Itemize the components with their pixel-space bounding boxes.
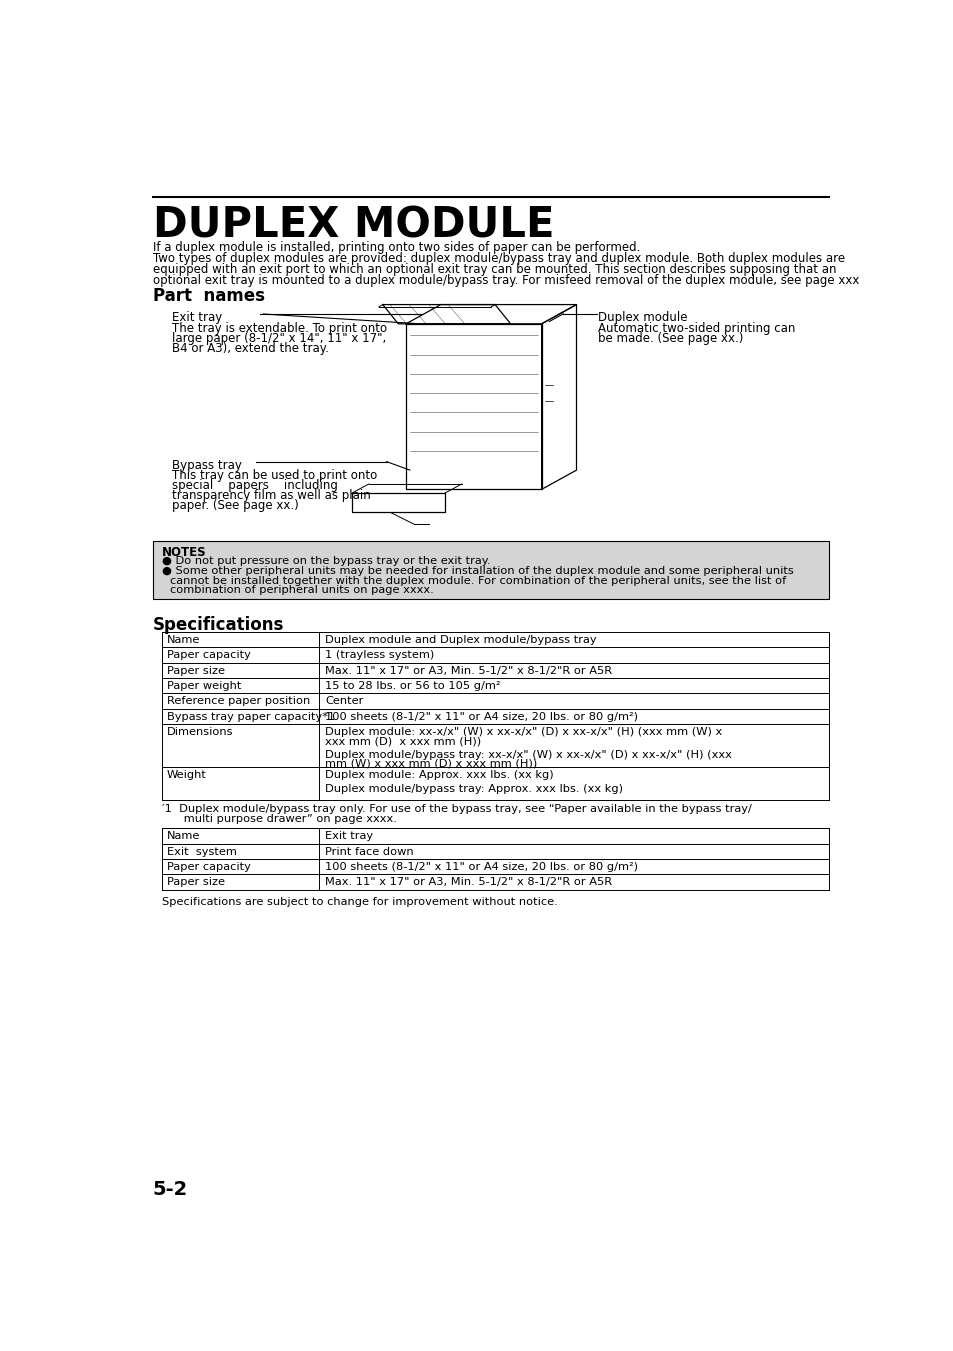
Text: Paper size: Paper size (167, 877, 224, 888)
Text: DUPLEX MODULE: DUPLEX MODULE (152, 204, 554, 246)
Text: Specifications are subject to change for improvement without notice.: Specifications are subject to change for… (162, 897, 558, 908)
Text: transparency film as well as plain: transparency film as well as plain (172, 489, 371, 501)
Text: Max. 11" x 17" or A3, Min. 5-1/2" x 8-1/2"R or A5R: Max. 11" x 17" or A3, Min. 5-1/2" x 8-1/… (325, 666, 612, 676)
Text: Name: Name (167, 831, 200, 842)
Bar (152, 540, 828, 600)
Text: 5-2: 5-2 (152, 1179, 188, 1200)
Text: Duplex module/bypass tray: Approx. xxx lbs. (xx kg): Duplex module/bypass tray: Approx. xxx l… (325, 784, 622, 793)
Text: Paper weight: Paper weight (167, 681, 241, 692)
Text: ● Some other peripheral units may be needed for installation of the duplex modul: ● Some other peripheral units may be nee… (162, 566, 793, 577)
Text: Specifications: Specifications (152, 616, 284, 635)
Text: Bypass tray paper capacity*1: Bypass tray paper capacity*1 (167, 712, 335, 721)
Text: Name: Name (167, 635, 200, 644)
Text: If a duplex module is installed, printing onto two sides of paper can be perform: If a duplex module is installed, printin… (152, 242, 639, 254)
Text: Exit tray: Exit tray (172, 312, 222, 324)
Text: special    papers    including: special papers including (172, 478, 337, 492)
Text: NOTES: NOTES (162, 546, 206, 558)
Text: Dimensions: Dimensions (167, 727, 233, 738)
Text: 100 sheets (8-1/2" x 11" or A4 size, 20 lbs. or 80 g/m²): 100 sheets (8-1/2" x 11" or A4 size, 20 … (325, 712, 638, 721)
Text: ● Do not put pressure on the bypass tray or the exit tray.: ● Do not put pressure on the bypass tray… (162, 557, 490, 566)
Text: Duplex module: xx-x/x" (W) x xx-x/x" (D) x xx-x/x" (H) (xxx mm (W) x: Duplex module: xx-x/x" (W) x xx-x/x" (D)… (325, 727, 721, 738)
Text: B4 or A3), extend the tray.: B4 or A3), extend the tray. (172, 342, 329, 354)
Text: Print face down: Print face down (325, 847, 414, 857)
Text: ′1  Duplex module/bypass tray only. For use of the bypass tray, see “Paper avail: ′1 Duplex module/bypass tray only. For u… (162, 804, 751, 815)
Text: Paper capacity: Paper capacity (167, 862, 250, 871)
Text: be made. (See page xx.): be made. (See page xx.) (598, 331, 742, 345)
Text: multi purpose drawer” on page xxxx.: multi purpose drawer” on page xxxx. (162, 815, 396, 824)
Text: 15 to 28 lbs. or 56 to 105 g/m²: 15 to 28 lbs. or 56 to 105 g/m² (325, 681, 500, 692)
Text: Duplex module: Duplex module (598, 312, 687, 324)
Text: Center: Center (325, 697, 363, 707)
Text: equipped with an exit port to which an optional exit tray can be mounted. This s: equipped with an exit port to which an o… (152, 263, 835, 276)
Text: xxx mm (D)  x xxx mm (H)): xxx mm (D) x xxx mm (H)) (325, 736, 481, 747)
Text: Max. 11" x 17" or A3, Min. 5-1/2" x 8-1/2"R or A5R: Max. 11" x 17" or A3, Min. 5-1/2" x 8-1/… (325, 877, 612, 888)
Text: cannot be installed together with the duplex module. For combination of the peri: cannot be installed together with the du… (170, 576, 785, 585)
Text: combination of peripheral units on page xxxx.: combination of peripheral units on page … (170, 585, 433, 594)
Text: 100 sheets (8-1/2" x 11" or A4 size, 20 lbs. or 80 g/m²): 100 sheets (8-1/2" x 11" or A4 size, 20 … (325, 862, 638, 871)
Text: optional exit tray is mounted to a duplex module/bypass tray. For misfeed remova: optional exit tray is mounted to a duple… (152, 274, 862, 286)
Text: Duplex module: Approx. xxx lbs. (xx kg): Duplex module: Approx. xxx lbs. (xx kg) (325, 770, 554, 781)
Text: 1 (trayless system): 1 (trayless system) (325, 650, 435, 661)
Text: Part  names: Part names (152, 286, 264, 305)
Text: Automatic two-sided printing can: Automatic two-sided printing can (598, 322, 795, 335)
Text: Exit  system: Exit system (167, 847, 236, 857)
Text: mm (W) x xxx mm (D) x xxx mm (H)): mm (W) x xxx mm (D) x xxx mm (H)) (325, 759, 537, 769)
Text: paper. (See page xx.): paper. (See page xx.) (172, 499, 298, 512)
Text: Reference paper position: Reference paper position (167, 697, 310, 707)
Text: large paper (8-1/2" x 14", 11" x 17",: large paper (8-1/2" x 14", 11" x 17", (172, 331, 386, 345)
Text: Paper size: Paper size (167, 666, 224, 676)
Text: Two types of duplex modules are provided: duplex module/bypass tray and duplex m: Two types of duplex modules are provided… (152, 253, 843, 265)
Text: Duplex module/bypass tray: xx-x/x" (W) x xx-x/x" (D) x xx-x/x" (H) (xxx: Duplex module/bypass tray: xx-x/x" (W) x… (325, 750, 732, 759)
Text: This tray can be used to print onto: This tray can be used to print onto (172, 469, 376, 481)
Text: Exit tray: Exit tray (325, 831, 374, 842)
Text: Paper capacity: Paper capacity (167, 650, 250, 661)
Text: Duplex module and Duplex module/bypass tray: Duplex module and Duplex module/bypass t… (325, 635, 597, 644)
Text: Weight: Weight (167, 770, 206, 781)
Text: The tray is extendable. To print onto: The tray is extendable. To print onto (172, 322, 387, 335)
Text: Bypass tray: Bypass tray (172, 458, 241, 471)
